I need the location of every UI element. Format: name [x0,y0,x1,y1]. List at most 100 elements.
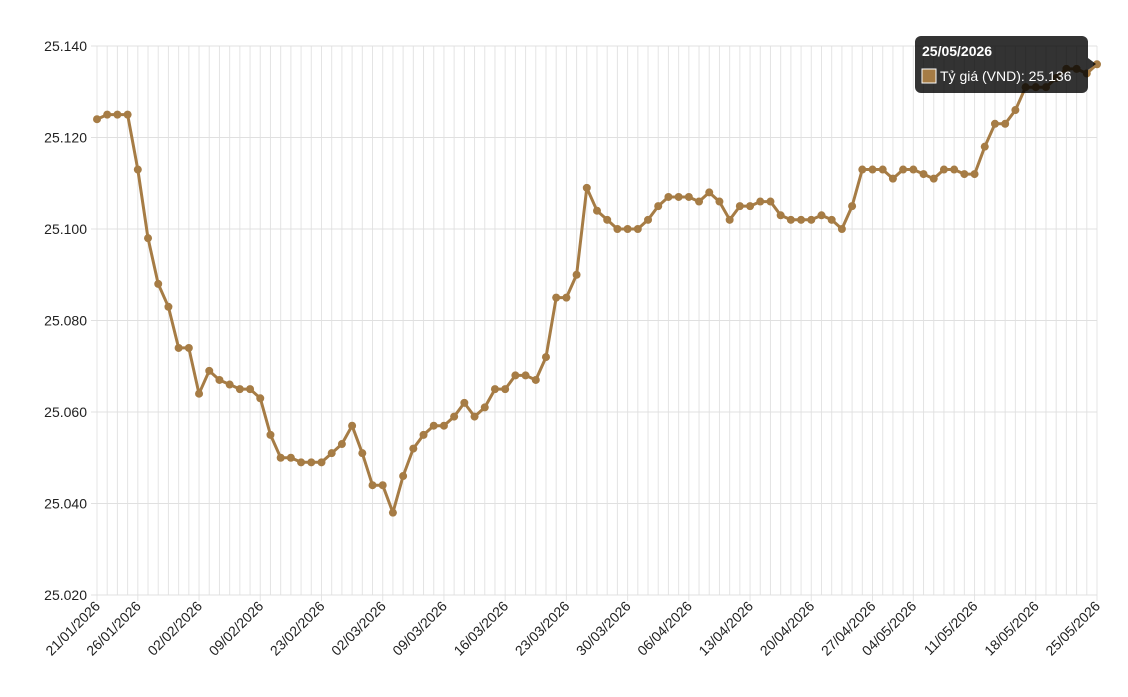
point [858,165,867,174]
point [674,192,683,201]
point [429,421,438,430]
point [358,449,367,458]
point [490,385,499,394]
point [766,197,775,206]
x-tick-label: 23/02/2026 [267,598,328,659]
point [480,403,489,412]
x-tick-label: 20/04/2026 [757,598,818,659]
point [572,270,581,279]
point [582,183,591,192]
point [307,458,316,467]
point [439,421,448,430]
point [868,165,877,174]
point [919,170,928,179]
point [735,202,744,211]
point [419,430,428,439]
y-tick-label: 25.060 [44,404,87,420]
x-tick-label: 02/02/2026 [144,598,205,659]
point [246,385,255,394]
x-tick-label: 09/03/2026 [389,598,450,659]
point [409,444,418,453]
x-tick-label: 11/05/2026 [921,598,981,658]
point [593,206,601,215]
point [123,110,132,119]
point [388,508,397,517]
point [756,197,765,206]
point [664,192,673,201]
point [970,170,979,179]
point [552,293,561,302]
point [725,215,734,224]
point [695,197,704,206]
point [164,302,173,311]
point [827,215,836,224]
point [715,197,724,206]
point [348,421,357,430]
point [990,119,999,128]
point [541,353,550,362]
x-tick-label: 30/03/2026 [573,598,634,659]
point [623,225,632,233]
point [113,110,122,119]
point [603,215,612,224]
tooltip: 25/05/2026 Tỷ giá (VND): 25.136 [915,36,1096,93]
x-tick-label: 13/04/2026 [695,598,756,659]
point [1011,106,1020,115]
point [297,458,306,467]
point [460,398,469,407]
point [888,174,897,183]
point [654,202,663,211]
x-tick-label: 25/05/2026 [1042,598,1103,659]
point [960,170,969,179]
y-tick-label: 25.040 [44,496,87,512]
point [817,211,826,220]
point [276,453,285,462]
point [899,165,908,174]
point [225,380,234,389]
point [286,453,295,462]
tooltip-swatch [921,68,937,84]
point [235,385,244,394]
x-tick-label: 02/03/2026 [328,598,389,659]
point [327,449,336,458]
point [174,343,183,352]
tooltip-box [915,36,1088,93]
point [705,188,714,197]
point [501,385,510,394]
point [807,215,816,224]
tooltip-caret [1088,58,1096,70]
x-tick-label: 06/04/2026 [634,598,695,659]
point [950,165,959,174]
x-tick-label: 18/05/2026 [981,598,1042,659]
point [337,440,346,449]
point [195,389,204,398]
point [450,412,459,421]
point [848,202,857,211]
point [1001,119,1010,128]
point [511,371,520,380]
point [797,215,806,224]
point [746,202,755,211]
x-tick-label: 23/03/2026 [512,598,573,659]
y-tick-label: 25.140 [44,38,87,54]
point [144,234,153,243]
point [531,375,540,384]
point [399,472,408,481]
point [103,110,112,119]
y-tick-label: 25.100 [44,221,87,237]
point [378,481,387,490]
y-tick-label: 25.120 [44,130,87,146]
y-tick-label: 25.020 [44,587,87,603]
point [521,371,530,380]
point [909,165,918,174]
y-tick-label: 25.080 [44,313,87,329]
point [184,343,193,352]
point [470,412,479,421]
x-tick-label: 09/02/2026 [206,598,267,659]
point [613,225,622,233]
point [929,174,938,183]
point [215,375,224,384]
point [205,366,214,375]
tooltip-title: 25/05/2026 [922,43,992,59]
